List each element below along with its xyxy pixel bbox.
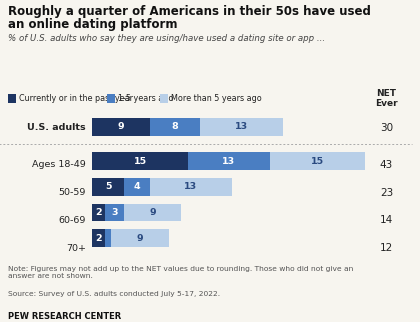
Bar	[92, 229, 105, 247]
Text: 13: 13	[184, 182, 197, 191]
Bar	[111, 229, 168, 247]
Text: 5: 5	[105, 182, 112, 191]
Bar	[92, 204, 105, 222]
Text: 23: 23	[380, 188, 393, 198]
Text: 8: 8	[171, 122, 178, 131]
Text: 60-69: 60-69	[59, 216, 86, 225]
Text: 43: 43	[380, 160, 393, 170]
Text: an online dating platform: an online dating platform	[8, 18, 178, 31]
Bar	[150, 118, 200, 136]
Text: 13: 13	[235, 122, 248, 131]
Text: PEW RESEARCH CENTER: PEW RESEARCH CENTER	[8, 312, 122, 321]
Text: 12: 12	[380, 243, 393, 253]
Text: 2: 2	[95, 234, 102, 243]
Text: 9: 9	[150, 208, 156, 217]
Text: Currently or in the past year: Currently or in the past year	[19, 94, 133, 103]
Text: 3: 3	[111, 208, 118, 217]
Bar	[92, 178, 124, 196]
Text: 15: 15	[134, 156, 147, 166]
Text: 9: 9	[118, 122, 124, 131]
Bar	[150, 178, 232, 196]
Text: % of U.S. adults who say they are using/have used a dating site or app ...: % of U.S. adults who say they are using/…	[8, 34, 326, 43]
Text: 2: 2	[95, 208, 102, 217]
Text: Source: Survey of U.S. adults conducted July 5-17, 2022.: Source: Survey of U.S. adults conducted …	[8, 291, 220, 298]
Text: NET
Ever: NET Ever	[375, 89, 398, 108]
Bar	[270, 152, 365, 170]
Text: 13: 13	[222, 156, 236, 166]
Text: 4: 4	[134, 182, 140, 191]
Text: 1-5 years ago: 1-5 years ago	[118, 94, 173, 103]
Bar	[200, 118, 283, 136]
Bar	[124, 178, 150, 196]
Bar	[105, 204, 124, 222]
Bar	[188, 152, 270, 170]
Text: Roughly a quarter of Americans in their 50s have used: Roughly a quarter of Americans in their …	[8, 5, 371, 18]
Text: 30: 30	[380, 123, 393, 133]
Text: Ages 18-49: Ages 18-49	[32, 160, 86, 169]
Bar	[92, 152, 188, 170]
Bar	[105, 229, 111, 247]
Text: 15: 15	[311, 156, 324, 166]
Text: Note: Figures may not add up to the NET values due to rounding. Those who did no: Note: Figures may not add up to the NET …	[8, 266, 354, 279]
Text: 14: 14	[380, 215, 393, 225]
Text: 70+: 70+	[66, 243, 86, 252]
Text: U.S. adults: U.S. adults	[27, 123, 86, 132]
Bar	[92, 118, 150, 136]
Text: 50-59: 50-59	[59, 188, 86, 197]
Text: More than 5 years ago: More than 5 years ago	[171, 94, 262, 103]
Text: 9: 9	[136, 234, 143, 243]
Bar	[124, 204, 181, 222]
